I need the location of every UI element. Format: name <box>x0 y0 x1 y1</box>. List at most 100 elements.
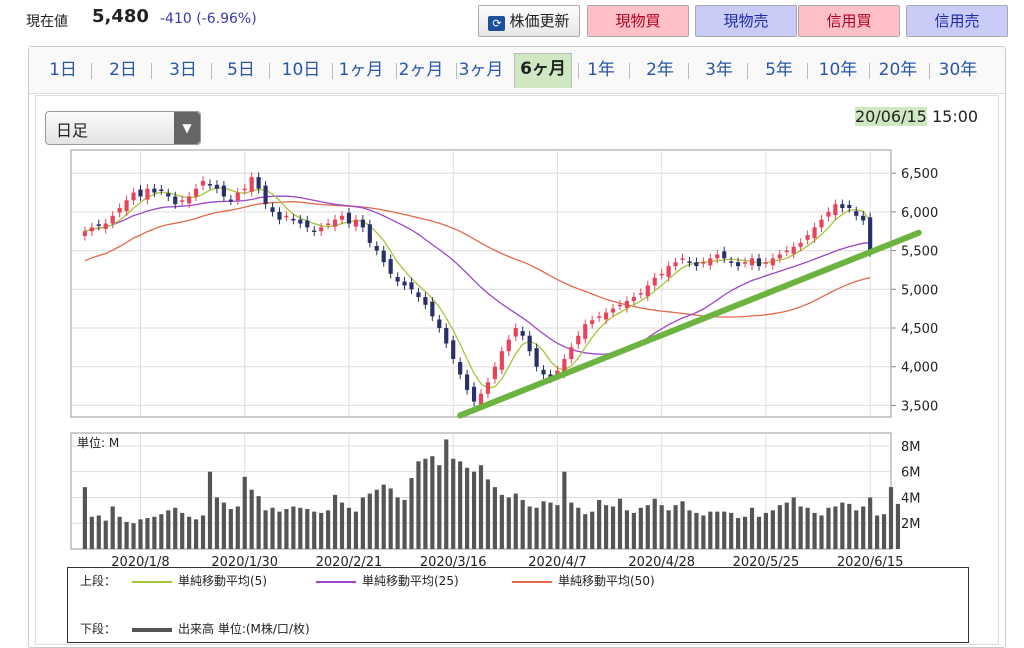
volume-bar <box>89 516 94 549</box>
volume-bar <box>694 512 699 549</box>
candle-body <box>868 217 873 253</box>
volume-bar <box>736 518 741 549</box>
volume-bar <box>492 487 497 549</box>
price-tick-label: 4,500 <box>901 322 938 337</box>
candle-body <box>187 196 192 204</box>
volume-bar <box>756 516 762 549</box>
tab-separator <box>211 63 212 79</box>
candle-body <box>332 219 338 227</box>
period-tabs: 1日 2日 3日 5日 10日 1ヶ月 2ヶ月 3ヶ月 6ヶ月 1年 2年 3年 5年 10年 20年 30年 <box>29 47 1005 94</box>
tab-1[interactable]: 2日 <box>109 60 137 80</box>
volume-bar <box>798 506 803 549</box>
volume-bar <box>124 521 129 549</box>
candle-body <box>791 246 796 254</box>
volume-bar <box>416 461 421 549</box>
tab-3[interactable]: 5日 <box>227 60 255 80</box>
tab-6[interactable]: 2ヶ月 <box>398 60 444 80</box>
current-price: 5,480 <box>92 6 149 27</box>
price-tick-label: 6,500 <box>901 167 938 182</box>
candle-body <box>513 328 518 337</box>
candle-body <box>166 193 171 197</box>
volume-bar <box>131 523 136 549</box>
tab-11[interactable]: 3年 <box>705 60 733 80</box>
volume-bar <box>353 511 358 549</box>
volume-bar <box>291 506 296 549</box>
candle-body <box>96 224 101 226</box>
volume-bar <box>847 503 852 549</box>
margin-sell-button[interactable]: 信用売 <box>906 5 1008 37</box>
volume-bar <box>339 502 345 549</box>
candle-body <box>708 258 713 266</box>
legend-ma25-label: 単純移動平均(25) <box>362 574 459 588</box>
candle-body <box>749 258 755 266</box>
candle-body <box>777 254 782 259</box>
candle-body <box>659 273 664 276</box>
x-tick-label: 2020/5/25 <box>733 555 800 570</box>
candle-body <box>291 218 296 221</box>
volume-bar <box>548 502 553 549</box>
tab-2[interactable]: 3日 <box>169 60 197 80</box>
volume-bar <box>881 514 887 549</box>
volume-bar <box>868 497 873 549</box>
candle-body <box>194 188 199 197</box>
candle-body <box>82 231 87 236</box>
tab-13[interactable]: 10年 <box>818 60 858 80</box>
volume-bar <box>423 458 428 549</box>
candle-body <box>610 308 616 313</box>
tab-4[interactable]: 10日 <box>281 60 321 80</box>
tab-8[interactable]: 6ヶ月 <box>514 53 572 88</box>
candle-body <box>492 366 497 380</box>
tab-7[interactable]: 3ヶ月 <box>458 60 504 80</box>
legend-swatch-ma50 <box>512 580 552 583</box>
candle-body <box>826 211 831 217</box>
candle-body <box>298 219 303 224</box>
volume-bar <box>298 507 303 549</box>
tab-9[interactable]: 1年 <box>587 60 615 80</box>
tab-14[interactable]: 20年 <box>878 60 918 80</box>
volume-bar <box>221 502 226 549</box>
cash-sell-button[interactable]: 現物売 <box>695 5 797 37</box>
volume-bar <box>610 506 616 549</box>
tab-10[interactable]: 2年 <box>646 60 674 80</box>
candle-body <box>736 262 741 267</box>
legend-ma50-label: 単純移動平均(50) <box>558 574 655 588</box>
volume-bar <box>541 501 546 549</box>
candle-body <box>159 189 164 191</box>
ma50-line <box>84 200 871 318</box>
volume-bar <box>103 520 108 549</box>
tab-5[interactable]: 1ヶ月 <box>338 60 384 80</box>
candle-body <box>506 339 511 352</box>
volume-bar <box>659 505 664 549</box>
candle-body <box>784 250 789 253</box>
candle-body <box>367 224 372 243</box>
quote-header: 現在値 5,480 -410 (-6.96%) ⟳ 株価更新 現物買 現物売 信用… <box>0 0 1024 42</box>
x-tick-label: 2020/3/16 <box>420 555 487 570</box>
margin-buy-button[interactable]: 信用買 <box>798 5 900 37</box>
candle-body <box>478 393 484 405</box>
tab-0[interactable]: 1日 <box>49 60 77 80</box>
candle-body <box>305 220 310 228</box>
tab-separator <box>578 63 579 79</box>
tab-separator <box>869 63 870 79</box>
price-plot-frame <box>70 149 892 418</box>
candle-body <box>409 282 414 290</box>
volume-bar <box>444 439 449 549</box>
candle-body <box>235 192 240 201</box>
candle-body <box>742 262 748 264</box>
volume-bar <box>722 511 727 549</box>
candle-body <box>729 261 734 263</box>
volume-bar <box>256 496 261 549</box>
volume-bar <box>562 471 567 549</box>
refresh-quote-button[interactable]: ⟳ 株価更新 <box>478 5 580 37</box>
tab-12[interactable]: 5年 <box>765 60 793 80</box>
candle-body <box>103 223 108 229</box>
tab-15[interactable]: 30年 <box>938 60 978 80</box>
candle-body <box>666 266 671 277</box>
volume-bar <box>228 509 233 549</box>
candle-body <box>451 340 456 359</box>
interval-select[interactable]: 日足 ▼ <box>45 111 201 145</box>
cash-buy-button[interactable]: 現物買 <box>587 5 689 37</box>
price-change: -410 (-6.96%) <box>160 11 257 27</box>
volume-bar <box>680 501 685 549</box>
volume-bar <box>895 503 901 549</box>
